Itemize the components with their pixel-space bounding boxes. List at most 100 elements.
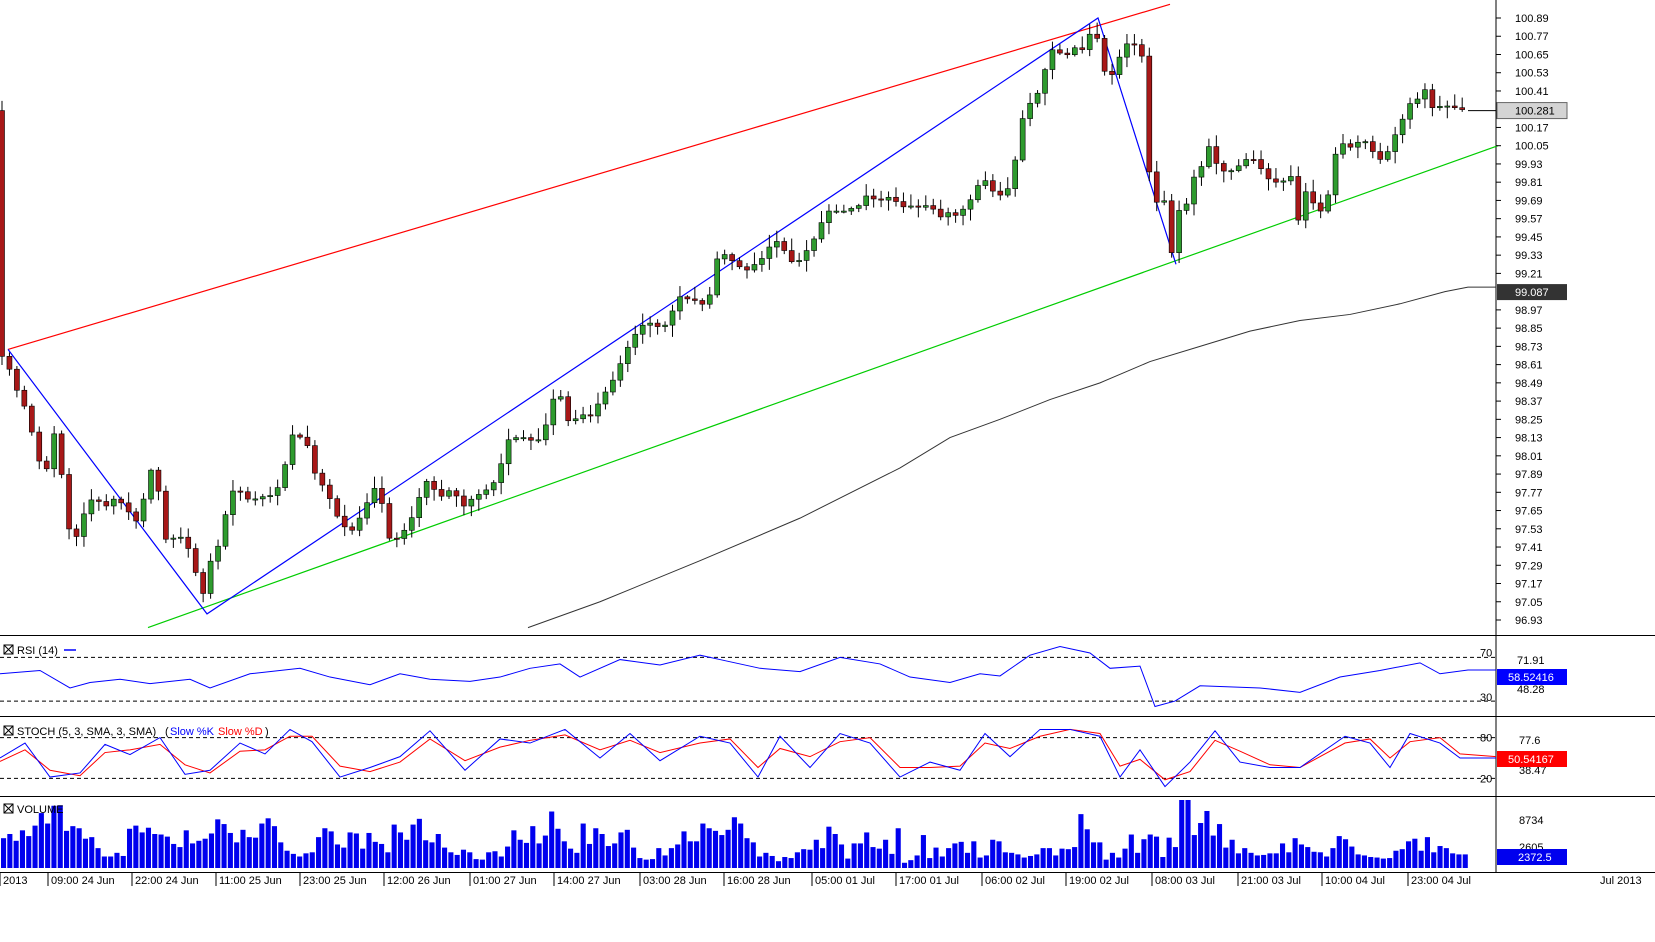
volume-bar: [851, 843, 857, 868]
time-tick-label: 12:00 26 Jun: [387, 875, 451, 887]
candle-down: [1265, 168, 1272, 180]
candle-up: [543, 424, 549, 441]
volume-bar: [687, 841, 693, 868]
volume-bar: [32, 825, 38, 868]
volume-bar: [1015, 854, 1021, 868]
volume-bar: [366, 832, 372, 868]
volume-bar: [624, 829, 630, 868]
price-tick-label: 100.89: [1515, 13, 1549, 25]
candle-up: [706, 294, 713, 305]
candle-up: [1161, 200, 1167, 203]
volume-bar: [479, 859, 485, 868]
price-tick-label: 98.85: [1515, 323, 1543, 335]
volume-bar: [1065, 849, 1071, 868]
candle-down: [1146, 55, 1153, 173]
candle-up: [669, 310, 676, 326]
volume-bar: [908, 860, 914, 868]
candle-up: [982, 180, 989, 186]
volume-bar: [1418, 850, 1424, 868]
candle-down: [1370, 141, 1376, 152]
candle-up: [557, 396, 564, 400]
candle-down: [200, 572, 206, 594]
candle-down: [334, 498, 341, 517]
rsi-tick-label: 48.28: [1517, 684, 1545, 696]
time-tick-label: 19:00 02 Jul: [1069, 875, 1129, 887]
volume-bar: [1292, 838, 1298, 868]
volume-bar: [1342, 839, 1349, 868]
volume-bar: [45, 823, 51, 868]
volume-bar: [1009, 852, 1015, 868]
candle-up: [1206, 146, 1212, 167]
candle-down: [736, 260, 743, 268]
volume-bar: [1368, 857, 1374, 868]
candle-up: [274, 487, 281, 496]
volume-bar: [1317, 852, 1323, 868]
candle-up: [751, 264, 758, 271]
candle-down: [878, 198, 884, 201]
volume-bar: [208, 833, 215, 868]
candle-up: [1422, 89, 1428, 100]
stoch-tick-label: 77.6: [1519, 735, 1540, 747]
price-tick-label: 99.21: [1515, 268, 1543, 280]
candle-up: [51, 433, 57, 470]
volume-bar: [1109, 852, 1115, 868]
volume-bar: [1248, 852, 1254, 868]
volume-bar: [769, 855, 775, 868]
candle-down: [744, 266, 750, 271]
volume-bar: [253, 837, 259, 868]
candle-up: [1183, 203, 1190, 211]
price-tick-label: 97.65: [1515, 506, 1543, 518]
volume-bar: [1204, 810, 1210, 868]
volume-bar: [643, 859, 649, 868]
volume-bar: [234, 842, 240, 868]
volume-bar: [549, 811, 555, 868]
candle-down: [654, 322, 661, 327]
volume-bar: [1072, 847, 1078, 868]
volume-bar: [1229, 839, 1235, 868]
candle-up: [259, 496, 266, 500]
time-tick-label: 10:00 04 Jul: [1325, 875, 1385, 887]
volume-bar: [303, 853, 309, 868]
volume-bar: [763, 852, 769, 868]
volume-bar: [952, 843, 958, 868]
volume-bar: [939, 856, 945, 868]
candle-up: [714, 258, 721, 296]
candle-up: [632, 333, 639, 348]
price-tick-label: 100.17: [1515, 122, 1549, 134]
volume-bar: [1279, 843, 1286, 868]
volume-bar: [511, 830, 517, 868]
candle-up: [647, 322, 653, 326]
volume-bar: [271, 826, 278, 868]
volume-bar: [442, 847, 448, 868]
rsi-level-label: 70: [1480, 647, 1492, 659]
volume-bar: [971, 841, 977, 868]
candle-up: [624, 346, 631, 364]
volume-bar: [555, 828, 561, 868]
candle-down: [237, 490, 244, 493]
candle-up: [848, 208, 855, 212]
candle-down: [297, 434, 303, 438]
candle-down: [438, 489, 445, 497]
candle-down: [915, 205, 922, 208]
candle-down: [66, 474, 72, 530]
price-axis: 100.89 100.77 100.65 100.53 100.41 100.17 100.…: [1496, 13, 1568, 627]
candle-down: [1317, 202, 1324, 212]
volume-bar: [1122, 848, 1128, 868]
candle-down: [73, 528, 80, 537]
volume-bar: [914, 855, 920, 868]
volume-bar: [127, 828, 133, 868]
price-tick-label: 98.01: [1515, 451, 1543, 463]
time-tick-label: 17:00 01 Jul: [899, 875, 959, 887]
volume-bar: [196, 840, 202, 868]
price-tick-label: 98.73: [1515, 341, 1543, 353]
volume-bar: [1059, 848, 1065, 868]
volume-label-text: VOLUME: [17, 804, 63, 816]
volume-bar: [145, 827, 152, 868]
candle-up: [1034, 92, 1041, 104]
candle-down: [1295, 176, 1302, 221]
candle-up: [826, 210, 832, 223]
ma-value-label: 99.087: [1515, 287, 1549, 299]
volume-bar: [404, 839, 410, 868]
candle-up: [841, 210, 847, 213]
